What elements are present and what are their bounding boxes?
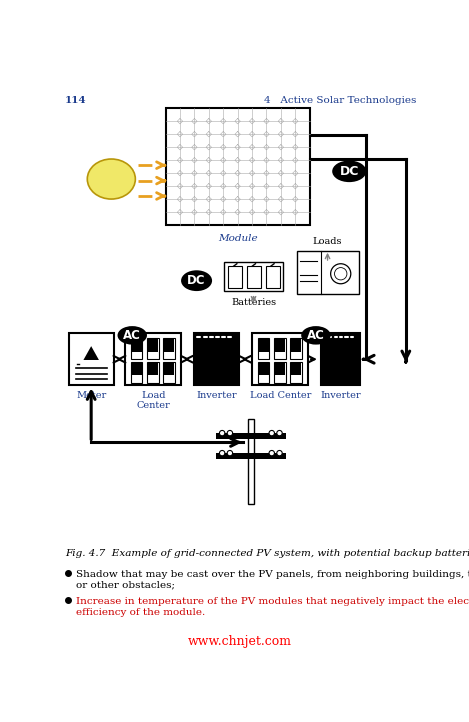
Bar [69,333,113,386]
Bar [291,339,301,352]
Bar [321,333,360,386]
Polygon shape [83,346,99,360]
Bar [125,333,181,386]
Bar [258,339,269,360]
Bar [247,266,261,287]
Bar [194,333,239,386]
Text: Meter: Meter [76,391,106,400]
Text: Shadow that may be cast over the PV panels, from neighboring buildings, trees,
o: Shadow that may be cast over the PV pane… [76,570,469,590]
Ellipse shape [269,430,274,436]
Text: AC: AC [307,329,325,342]
Bar [163,339,175,360]
Text: DC: DC [187,274,206,287]
Bar [248,419,254,504]
Text: www.chnjet.com: www.chnjet.com [188,635,292,648]
Bar [216,453,286,459]
Text: Batteries: Batteries [231,297,276,307]
Bar [258,362,269,383]
Text: DC: DC [340,165,359,178]
Bar [131,339,142,352]
Bar [163,362,175,383]
Ellipse shape [227,451,233,456]
Bar [224,262,283,292]
Text: Inverter: Inverter [320,391,361,400]
Bar [274,339,286,360]
Bar [291,363,301,375]
Bar [131,362,142,383]
Bar [228,266,242,287]
Bar [275,363,285,375]
Bar [252,333,308,386]
Bar [131,363,142,375]
Bar [216,433,286,439]
Bar [166,108,310,225]
Bar [258,339,269,352]
Ellipse shape [277,430,282,436]
Text: Inverter: Inverter [197,391,237,400]
Ellipse shape [219,451,225,456]
Bar [296,251,358,294]
Ellipse shape [301,326,331,344]
Bar [147,362,159,383]
Ellipse shape [277,451,282,456]
Text: Loads: Loads [313,237,342,246]
Ellipse shape [219,430,225,436]
Bar [147,339,159,360]
Ellipse shape [332,160,366,182]
Ellipse shape [269,451,274,456]
Bar [131,339,142,360]
Bar [258,363,269,375]
Bar [148,363,158,375]
Ellipse shape [331,264,351,284]
Ellipse shape [181,270,212,291]
Bar [164,363,174,375]
Bar [274,362,286,383]
Bar [290,362,302,383]
Bar [265,266,280,287]
Ellipse shape [334,268,347,280]
Text: Module: Module [218,234,257,243]
Text: Load
Center: Load Center [136,391,170,410]
Bar [194,333,239,341]
Text: AC: AC [123,329,141,342]
Ellipse shape [87,159,136,199]
Text: 4   Active Solar Technologies: 4 Active Solar Technologies [264,96,416,105]
Text: Fig. 4.7  Example of grid-connected PV system, with potential backup batteries: Fig. 4.7 Example of grid-connected PV sy… [65,549,469,557]
Text: 114: 114 [65,96,86,105]
Bar [164,339,174,352]
Ellipse shape [227,430,233,436]
Bar [148,339,158,352]
Ellipse shape [118,326,147,344]
Text: Load Center: Load Center [250,391,311,400]
Bar [275,339,285,352]
Text: Increase in temperature of the PV modules that negatively impact the electrical
: Increase in temperature of the PV module… [76,597,469,617]
Bar [290,339,302,360]
